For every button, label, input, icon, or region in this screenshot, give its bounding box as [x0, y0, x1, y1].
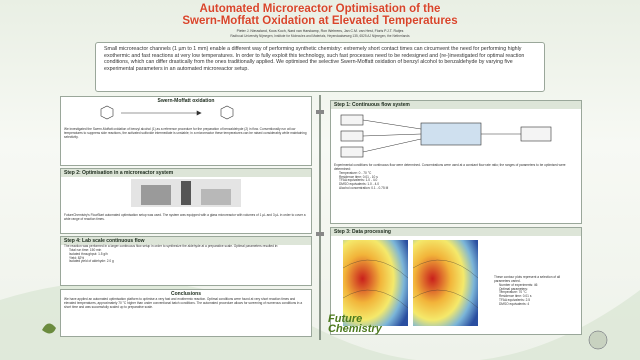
title: Swern-Moffatt Oxidation at Elevated Temp… [182, 15, 458, 27]
section-title: Swern-Moffatt oxidation [157, 98, 215, 104]
intro-box: Small microreactor channels (1 µm to 1 m… [95, 42, 545, 92]
section-title: Step 1: Continuous flow system [331, 101, 581, 109]
list-item: Residence time: 0.01 - 10 s [339, 174, 378, 179]
photo [131, 179, 241, 207]
section-title: Step 4: Lab scale continuous flow [61, 237, 311, 245]
list: Number of experiments: 46 Optimal paramet… [491, 282, 579, 307]
title: Automated Microreactor Optimisation of t… [199, 3, 441, 15]
list-item: Temperature: 0 - 70 °C [339, 170, 372, 175]
list-item: DMSO equivalents: 4 [499, 301, 530, 306]
section: Step 4: Lab scale continuous flow The re… [60, 236, 312, 286]
section: Swern-Moffatt oxidation We investigated … [60, 96, 312, 166]
logo: Future Chemistry [328, 313, 382, 335]
section-title: Conclusions [170, 291, 201, 297]
section-title: Step 3: Data processing [331, 228, 581, 236]
section: Step 2: Optimisation in a microreactor s… [60, 168, 312, 234]
list: Total run time: 150 min Isolated throughp… [61, 247, 311, 264]
affiliations: Radboud University Nijmegen, Institute f… [230, 34, 410, 38]
list: Temperature: 0 - 70 °C Residence time: 0.… [331, 170, 581, 191]
list-item: Yield: 82% [69, 255, 85, 260]
list-item: Total run time: 150 min [69, 247, 102, 252]
text: We investigated the Swern-Moffatt oxidat… [64, 127, 307, 139]
list-item: Temperature: 70 °C [499, 290, 527, 295]
text: These contour plots represent a selectio… [494, 275, 561, 283]
section-title: Step 2: Optimisation in a microreactor s… [61, 169, 311, 177]
scheme [100, 105, 234, 120]
list-item: TFAA equivalents: 2.5 [499, 298, 531, 302]
list-item: Optimal parameters: [499, 286, 528, 291]
text: Experimental conditions for continuous f… [334, 163, 566, 171]
list-item: DMSO equivalents: 1.0 - 4.0 [339, 182, 380, 187]
authors: Pieter J. Nieuwland, Koos Koch, Nard van… [236, 29, 404, 33]
panel: These contour plots represent a selectio… [491, 275, 579, 307]
list-item: Isolated yield of aldehyde: 2.0 g [69, 259, 114, 264]
section: Step 3: Data processing These contour pl… [330, 227, 582, 335]
intro: Small microreactor channels (1 µm to 1 m… [104, 46, 525, 72]
section: Step 1: Continuous flow system Experimen… [330, 100, 582, 224]
list-item: TFAA equivalents: 1.0 - 4.0 [339, 178, 378, 183]
list-item: Number of experiments: 46 [499, 282, 538, 287]
list-item: Residence time: 0.01 s [499, 294, 532, 299]
list-item: Alcohol concentration: 0.1 - 0.75 M [339, 186, 389, 190]
list-item: Isolated throughput: 1.5 g/h [69, 251, 108, 256]
text: We have applied an automated optimisatio… [64, 297, 303, 309]
text: The reaction was performed in a larger c… [64, 244, 279, 248]
flow-diagram [340, 114, 552, 158]
contour-plots [342, 240, 479, 326]
section: Conclusions We have applied an automated… [60, 289, 312, 337]
text: FutureChemistry's FlowStart automated op… [64, 213, 306, 221]
